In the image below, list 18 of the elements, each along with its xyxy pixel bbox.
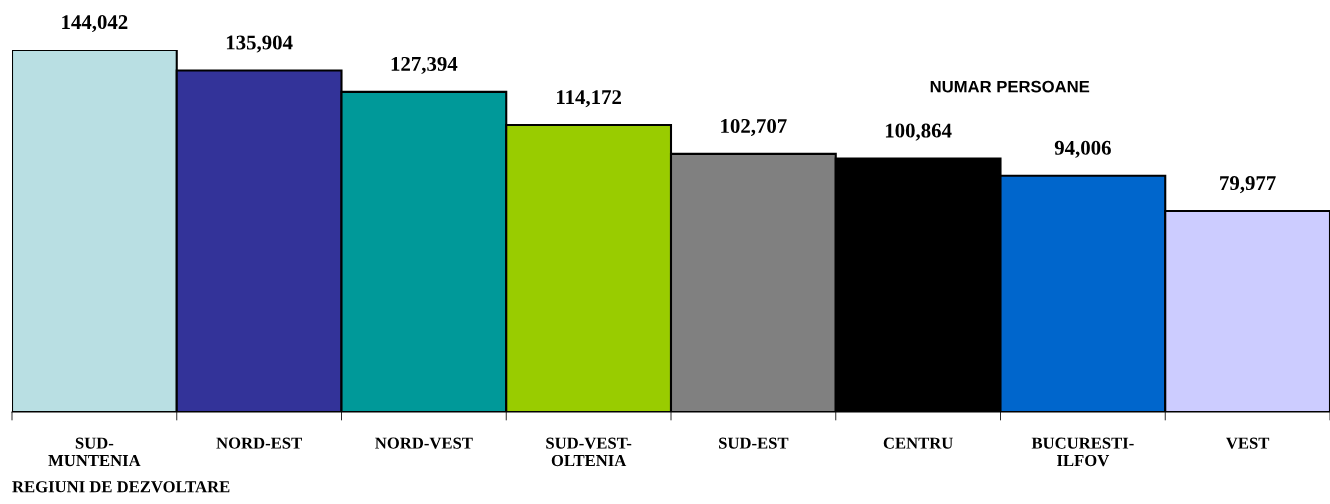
x-tick-label: CENTRU bbox=[883, 437, 953, 449]
data-label: 135,904 bbox=[226, 35, 293, 53]
x-tick-label: SUD-EST bbox=[719, 437, 789, 449]
x-tick-label: SUD-MUNTENIA bbox=[48, 437, 141, 467]
data-label: 94,006 bbox=[1054, 140, 1111, 158]
x-tick-label: SUD-VEST-OLTENIA bbox=[546, 437, 632, 467]
data-label: 102,707 bbox=[721, 118, 787, 136]
x-axis-title: REGIUNI DE DEZVOLTARE bbox=[12, 481, 230, 493]
data-label: 114,172 bbox=[557, 90, 622, 108]
data-label: 79,977 bbox=[1220, 176, 1276, 194]
text: NUMAR PERSOANE bbox=[930, 80, 1090, 93]
x-tick-label: BUCURESTI-ILFOV bbox=[1031, 437, 1134, 467]
x-tick-label: VEST bbox=[1226, 437, 1270, 449]
data-label: 127,394 bbox=[391, 56, 458, 74]
x-tick-label: NORD-EST bbox=[216, 437, 302, 449]
data-label: 100,864 bbox=[885, 123, 952, 141]
x-tick-label: NORD-VEST bbox=[375, 437, 473, 449]
data-label: 144,042 bbox=[62, 15, 128, 33]
